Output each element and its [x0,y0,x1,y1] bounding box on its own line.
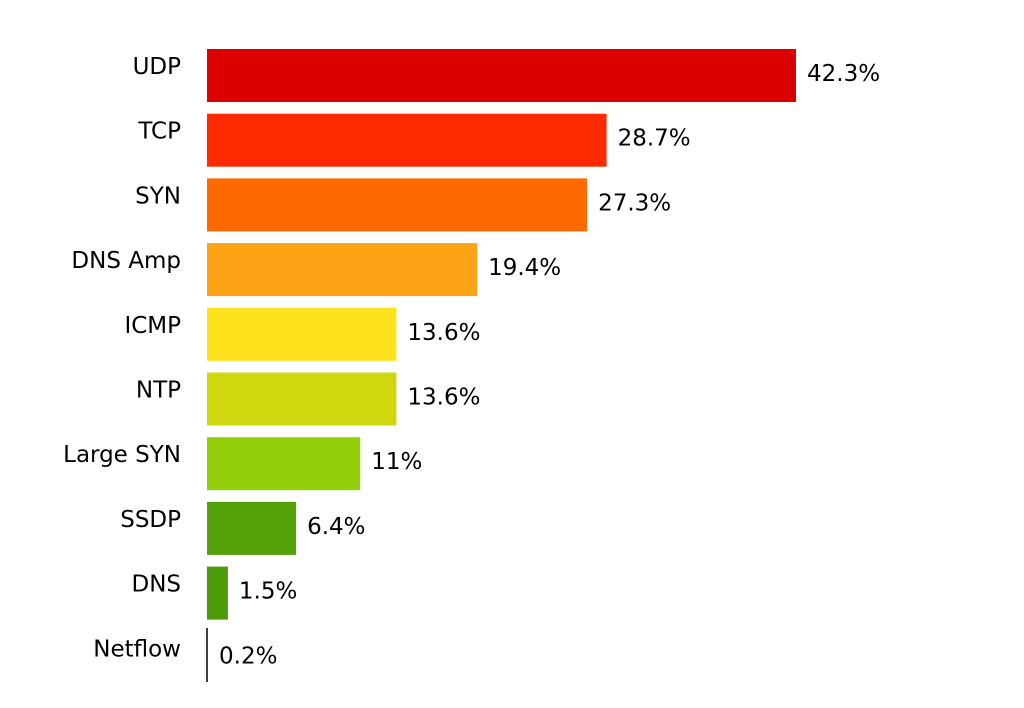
bar-dns-amp [207,243,478,297]
value-label-large-syn: 11% [371,449,422,475]
bar-icmp [207,307,397,361]
bar-ntp [207,372,397,426]
value-label-netflow: 0.2% [219,643,277,669]
category-label-netflow: Netflow [93,636,181,662]
bar-large-syn [207,437,361,491]
value-label-syn: 27.3% [598,190,671,216]
bar-ssdp [207,501,297,555]
bar-udp [207,49,796,102]
value-label-tcp: 28.7% [618,126,691,152]
category-labels-group: UDP TCP SYN DNS Amp ICMP NTP Large SYN SSDP DNS N… [63,54,181,662]
category-label-large-syn: Large SYN [63,442,181,468]
value-label-icmp: 13.6% [407,320,480,346]
bar-syn [207,178,588,232]
category-label-ntp: NTP [136,378,181,404]
bar-tcp [207,113,607,167]
category-label-ssdp: SSDP [120,507,181,533]
value-label-dns: 1.5% [239,579,297,605]
category-label-tcp: TCP [137,119,181,145]
value-label-ssdp: 6.4% [307,514,365,540]
bar-dns [207,566,228,620]
value-label-udp: 42.3% [807,61,880,87]
category-label-dns: DNS [131,572,181,598]
category-label-icmp: ICMP [124,313,181,339]
category-label-syn: SYN [135,183,181,209]
bars-group [207,49,796,620]
value-label-dns-amp: 19.4% [488,255,561,281]
category-label-udp: UDP [133,54,182,80]
category-label-dns-amp: DNS Amp [71,248,181,274]
value-labels-group: 42.3% 28.7% 27.3% 19.4% 13.6% 13.6% 11% 6.4% 1.5… [219,61,880,669]
value-label-ntp: 13.6% [407,385,480,411]
